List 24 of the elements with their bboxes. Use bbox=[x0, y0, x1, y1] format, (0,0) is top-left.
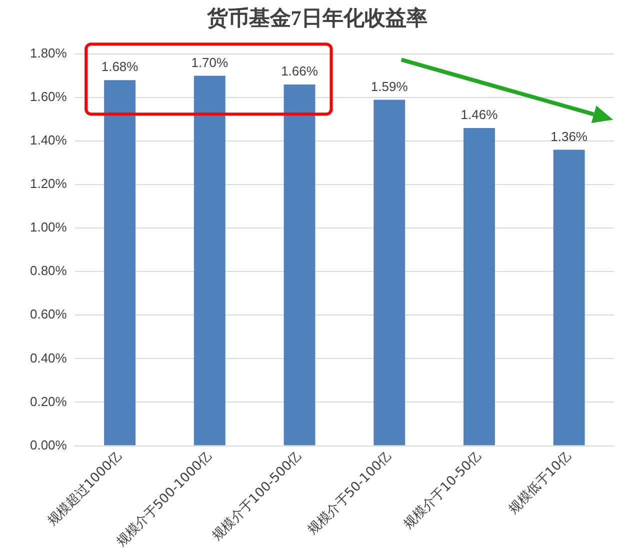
y-tick-label: 0.80% bbox=[30, 263, 68, 278]
y-tick-label: 1.20% bbox=[30, 176, 68, 192]
x-tick-label: 规模低于10亿 bbox=[506, 448, 574, 518]
y-tick-label: 0.20% bbox=[30, 394, 68, 409]
bar bbox=[104, 80, 136, 446]
y-tick-label: 0.60% bbox=[30, 306, 68, 322]
data-label: 1.70% bbox=[191, 54, 229, 70]
bar bbox=[284, 84, 316, 446]
y-tick-label: 0.00% bbox=[30, 437, 68, 452]
data-label: 1.66% bbox=[281, 64, 318, 79]
y-tick-label: 1.60% bbox=[30, 89, 68, 104]
bar bbox=[374, 100, 406, 446]
bar bbox=[194, 76, 226, 446]
y-tick-label: 1.40% bbox=[30, 132, 68, 148]
y-tick-label: 0.40% bbox=[30, 350, 68, 366]
chart-title: 货币基金7日年化收益率 bbox=[206, 5, 428, 32]
data-label: 1.68% bbox=[101, 59, 139, 74]
data-label: 1.46% bbox=[460, 107, 498, 122]
y-tick-label: 1.00% bbox=[30, 220, 68, 235]
bar bbox=[553, 150, 585, 446]
data-label: 1.59% bbox=[370, 78, 408, 94]
bar bbox=[463, 128, 495, 446]
y-tick-label: 1.80% bbox=[30, 46, 68, 61]
data-label: 1.36% bbox=[550, 128, 588, 144]
